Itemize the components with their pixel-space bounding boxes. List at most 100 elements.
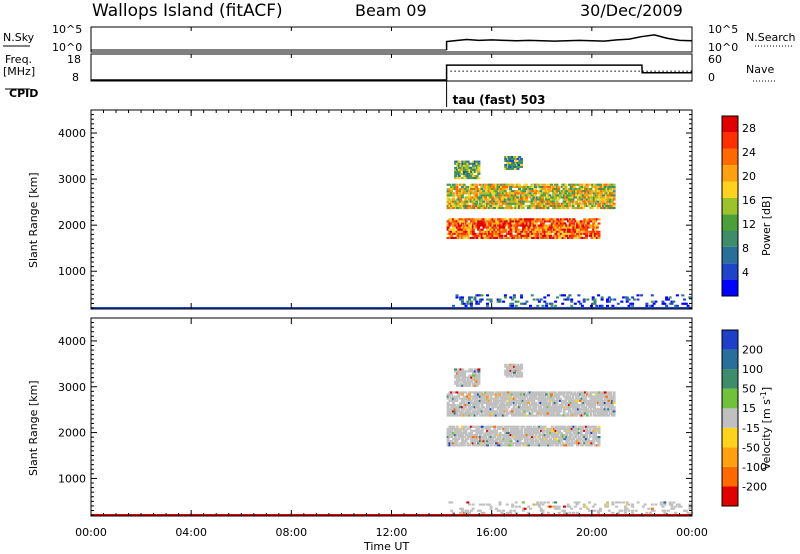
data-cell xyxy=(514,401,518,404)
data-cell xyxy=(585,224,588,227)
data-cell xyxy=(575,404,579,407)
data-cell xyxy=(521,406,525,409)
data-cell xyxy=(461,384,465,387)
data-cell xyxy=(466,408,470,411)
data-cell xyxy=(466,382,470,385)
data-cell xyxy=(518,367,522,370)
data-cell xyxy=(590,440,594,443)
data-cell xyxy=(575,503,579,506)
data-cell xyxy=(555,200,559,203)
data-cell xyxy=(473,368,477,371)
data-cell xyxy=(570,218,574,221)
data-cell xyxy=(539,406,543,409)
data-cell xyxy=(531,232,535,235)
data-cell xyxy=(507,395,511,398)
data-cell xyxy=(541,397,545,400)
data-cell xyxy=(577,294,581,297)
data-cell xyxy=(505,183,509,186)
data-cell xyxy=(567,427,570,430)
data-cell xyxy=(559,410,562,413)
data-cell xyxy=(598,304,602,307)
data-cell xyxy=(507,198,511,201)
data-cell xyxy=(585,185,589,188)
data-cell xyxy=(521,185,525,188)
data-cell xyxy=(571,196,575,199)
data-cell xyxy=(594,410,598,413)
data-cell xyxy=(450,200,454,203)
data-cell xyxy=(537,408,541,411)
data-cell xyxy=(513,365,516,368)
data-cell xyxy=(459,368,463,371)
data-cell xyxy=(452,232,455,235)
data-cell xyxy=(535,412,539,415)
data-cell xyxy=(527,228,531,231)
data-cell xyxy=(526,391,530,394)
data-cell xyxy=(563,429,567,432)
data-cell xyxy=(470,168,474,171)
data-cell xyxy=(554,425,558,428)
data-cell xyxy=(569,391,573,394)
data-cell xyxy=(486,224,490,227)
data-cell xyxy=(536,218,540,221)
data-cell xyxy=(512,198,516,201)
data-cell xyxy=(527,442,531,445)
data-cell xyxy=(494,397,498,400)
data-cell xyxy=(521,509,525,512)
data-cell xyxy=(564,200,568,203)
data-cell xyxy=(469,200,473,203)
data-cell xyxy=(574,440,578,443)
data-cell xyxy=(457,230,461,233)
data-cell xyxy=(475,368,479,371)
data-cell xyxy=(548,399,552,402)
data-cell xyxy=(460,393,464,396)
data-cell xyxy=(468,296,472,299)
data-cell xyxy=(607,406,611,409)
data-cell xyxy=(516,207,520,210)
data-cell xyxy=(464,395,468,398)
data-cell xyxy=(592,440,596,443)
data-cell xyxy=(459,177,463,180)
data-cell xyxy=(572,224,576,227)
data-cell xyxy=(537,397,541,400)
data-cell xyxy=(571,183,575,186)
data-cell xyxy=(505,236,509,239)
x-tick-label: 12:00 xyxy=(376,526,408,539)
data-cell xyxy=(466,509,470,512)
data-cell xyxy=(473,160,477,163)
data-cell xyxy=(487,436,491,439)
data-cell xyxy=(462,414,466,417)
data-cell xyxy=(521,194,525,197)
data-cell xyxy=(509,165,513,168)
data-cell xyxy=(585,228,588,231)
data-cell xyxy=(544,412,548,415)
data-cell xyxy=(547,444,551,447)
data-cell xyxy=(541,185,545,188)
data-cell xyxy=(475,440,479,443)
data-cell xyxy=(511,236,515,239)
data-cell xyxy=(463,376,466,379)
data-cell xyxy=(521,200,525,203)
data-cell xyxy=(495,429,499,432)
data-cell xyxy=(446,207,450,210)
data-cell xyxy=(478,234,482,237)
data-cell xyxy=(579,220,583,223)
data-cell xyxy=(576,232,579,235)
data-cell xyxy=(498,436,502,439)
data-cell xyxy=(518,165,522,168)
data-cell xyxy=(588,440,592,443)
data-cell xyxy=(487,228,491,231)
data-cell xyxy=(530,183,534,186)
data-cell xyxy=(578,397,582,400)
data-cell xyxy=(505,408,509,411)
data-cell xyxy=(485,397,489,400)
data-cell xyxy=(459,442,463,445)
data-cell xyxy=(514,442,518,445)
data-cell xyxy=(553,204,557,207)
data-cell xyxy=(536,224,540,227)
data-cell xyxy=(563,434,567,437)
data-cell xyxy=(486,228,490,231)
data-cell xyxy=(504,431,508,434)
data-cell xyxy=(450,425,454,428)
data-cell xyxy=(596,404,600,407)
data-cell xyxy=(520,222,524,225)
